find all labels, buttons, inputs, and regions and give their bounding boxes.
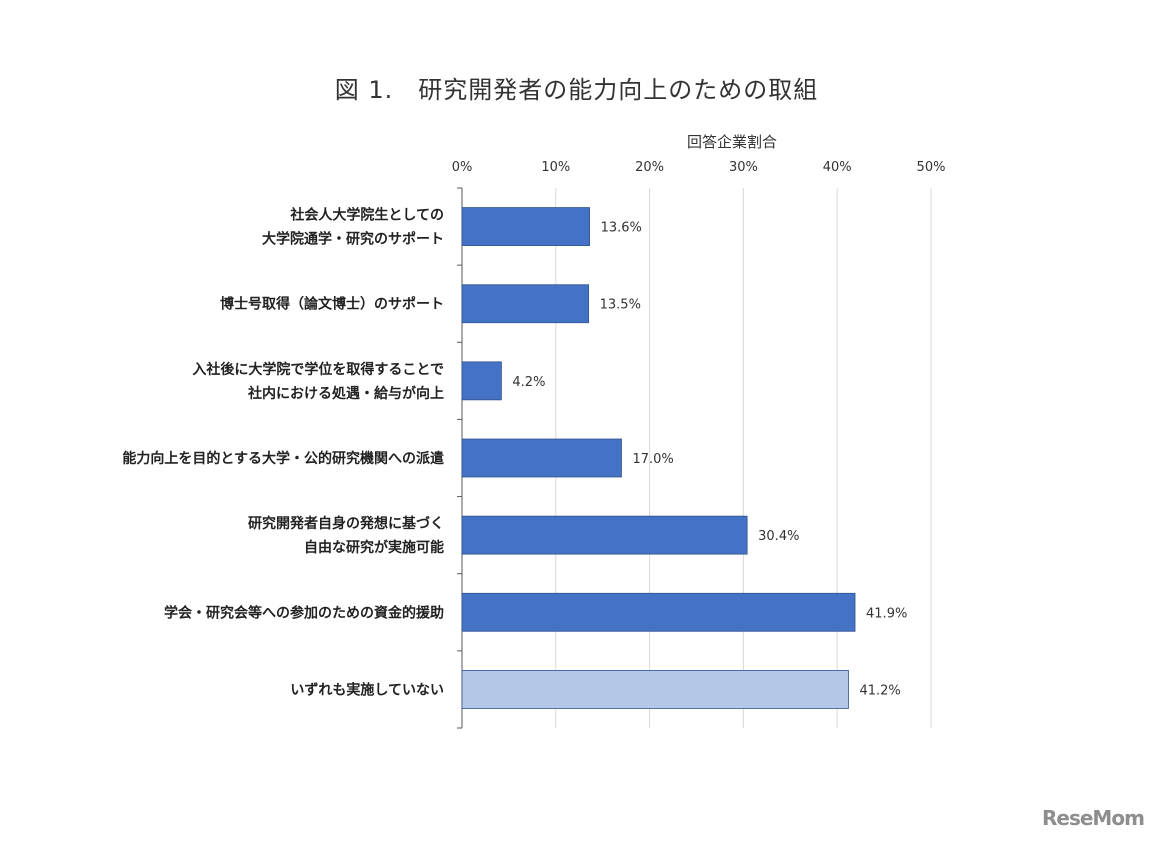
category-label: 社内における処遇・給与が向上 [247, 385, 444, 402]
bar [461, 438, 622, 478]
category-label: 社会人大学院生としての [289, 207, 444, 224]
resemom-logo: ReseMom [1042, 806, 1145, 830]
data-label: 17.0% [632, 452, 673, 467]
chart-title: 図 1. 研究開発者の能力向上のための取組 [334, 76, 819, 104]
bar [461, 592, 856, 632]
bar [461, 670, 849, 709]
category-label: 能力向上を目的とする大学・公的研究機関への派遣 [122, 450, 444, 467]
x-tick-label: 40% [823, 160, 852, 175]
bar [461, 284, 590, 324]
bar [461, 515, 748, 555]
category-label: 学会・研究会等への参加のための資金的援助 [164, 604, 444, 621]
data-label: 41.9% [866, 606, 907, 621]
category-label: いずれも実施していない [290, 681, 444, 698]
data-label: 30.4% [758, 529, 799, 544]
category-label: 自由な研究が実施可能 [304, 539, 444, 556]
x-tick-label: 50% [917, 160, 946, 175]
category-label: 博士号取得（論文博士）のサポート [220, 296, 444, 313]
bar [461, 361, 502, 401]
data-label: 13.6% [601, 221, 642, 236]
x-tick-label: 20% [635, 160, 664, 175]
data-label: 41.2% [859, 683, 900, 698]
category-label: 大学院通学・研究のサポート [262, 231, 444, 248]
x-tick-label: 0% [452, 160, 473, 175]
x-tick-label: 30% [729, 160, 758, 175]
x-axis-title: 回答企業割合 [686, 133, 777, 151]
data-label: 4.2% [512, 375, 545, 390]
category-label: 研究開発者自身の発想に基づく [248, 515, 444, 532]
x-tick-label: 10% [541, 160, 570, 175]
data-label: 13.5% [600, 298, 641, 313]
category-label: 入社後に大学院で学位を取得することで [192, 361, 444, 378]
bar [461, 207, 590, 246]
